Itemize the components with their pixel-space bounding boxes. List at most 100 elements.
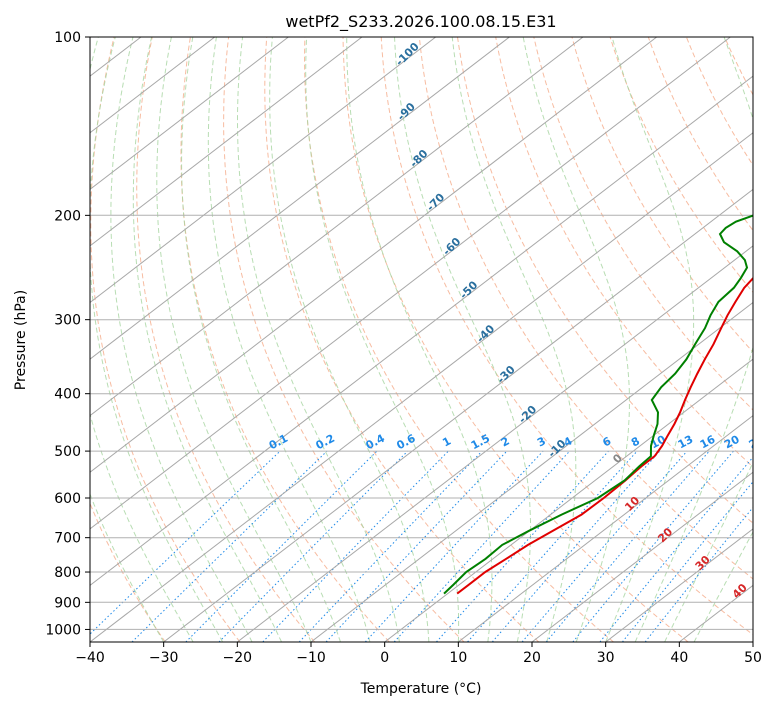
moist-adiabat-line — [156, 37, 312, 642]
isotherm-line — [90, 37, 584, 417]
moist-adiabat-line — [664, 461, 753, 642]
mixing-ratio-line — [521, 450, 688, 642]
adiabat-label: 30 — [693, 553, 713, 573]
x-tick-label: −40 — [75, 650, 105, 666]
mixing-ratio-line — [298, 450, 483, 642]
isotherm-line — [384, 358, 753, 642]
mixing-ratio-line — [185, 450, 378, 642]
moist-adiabat-line — [451, 37, 577, 642]
adiabat-label: 20 — [655, 525, 675, 545]
isotherm-line — [90, 37, 437, 304]
isotherm-line — [90, 37, 510, 360]
isotherm-line — [163, 188, 753, 642]
y-tick-label: 600 — [54, 491, 81, 507]
dry-adiabat-line — [303, 37, 614, 642]
adiabat-label: -80 — [407, 147, 430, 170]
isotherm-line — [90, 132, 753, 642]
isotherm-line — [90, 75, 753, 587]
dry-adiabat-line — [609, 37, 753, 294]
dry-adiabat-line — [763, 37, 775, 642]
isotherm-line — [531, 471, 753, 642]
isotherm-line — [457, 415, 753, 642]
x-axis: −40 −30 −20 −10 0 10 20 30 40 50 — [75, 642, 762, 666]
mixing-ratio-label: 13 — [676, 433, 696, 452]
x-axis-label: Temperature (°C) — [360, 681, 482, 697]
moist-adiabat-line — [207, 37, 371, 642]
dry-adiabat-line — [342, 37, 689, 642]
moist-adiabat-line — [90, 37, 224, 642]
mixing-ratio-line — [572, 450, 734, 642]
plot-frame — [89, 36, 754, 643]
moist-adiabat-line — [181, 37, 341, 642]
x-tick-label: 20 — [523, 650, 541, 666]
moist-adiabat-line — [346, 37, 493, 642]
y-tick-label: 100 — [54, 30, 81, 46]
mixing-ratio-line — [644, 506, 753, 642]
x-tick-label: 30 — [597, 650, 615, 666]
dry-adiabats — [90, 37, 775, 642]
isotherms — [0, 37, 753, 642]
y-tick-label: 300 — [54, 313, 81, 329]
isobars — [90, 37, 753, 630]
adiabat-label: 10 — [622, 494, 642, 514]
isotherm-line — [752, 641, 753, 642]
mixing-ratio-line — [622, 481, 753, 642]
profile-series — [443, 214, 753, 595]
moist-adiabat-line — [693, 530, 753, 642]
y-tick-label: 800 — [54, 565, 81, 581]
moist-adiabat-line — [90, 492, 165, 642]
moist-adiabat-line — [634, 37, 753, 642]
mixing-ratio-line — [262, 450, 449, 642]
isotherm-line — [236, 245, 753, 642]
x-tick-label: −30 — [149, 650, 179, 666]
mixing-ratio-line — [90, 450, 281, 635]
isotherm-line — [0, 37, 67, 642]
dry-adiabat-line — [495, 37, 753, 468]
isotherm-line — [310, 301, 753, 642]
mixing-ratio-label: 30 — [767, 433, 775, 452]
y-tick-label: 200 — [54, 208, 81, 224]
isotherm-line — [90, 37, 658, 473]
moist-adiabats — [90, 37, 753, 642]
mixing-ratio-line — [436, 450, 609, 642]
mixing-ratio-label: 16 — [698, 433, 718, 452]
dry-adiabat-line — [533, 37, 753, 411]
dewpoint-line — [443, 214, 753, 595]
mixing-ratio-line — [393, 450, 571, 642]
plot-area: 0.10.20.40.611.52346810131620253036-100-… — [0, 37, 775, 642]
y-tick-label: 700 — [54, 531, 81, 547]
moist-adiabat-line — [269, 37, 430, 642]
mixing-ratio-line — [545, 450, 710, 642]
y-tick-label: 400 — [54, 387, 81, 403]
mixing-ratio-lines — [90, 450, 753, 642]
isotherm-line — [90, 37, 731, 530]
adiabat-label: -50 — [457, 278, 480, 301]
dry-adiabat-line — [180, 37, 390, 642]
moist-adiabat-line — [305, 37, 460, 642]
chart-title: wetPf2_S233.2026.100.08.15.E31 — [285, 12, 556, 32]
adiabat-label: -90 — [395, 100, 418, 123]
isotherm-line — [605, 528, 753, 642]
x-tick-label: 10 — [449, 650, 467, 666]
dry-adiabat-line — [136, 37, 316, 642]
mixing-ratio-label: 25 — [747, 433, 767, 452]
x-tick-label: 0 — [380, 650, 389, 666]
moist-adiabat-line — [237, 37, 400, 642]
adiabat-label: -100 — [393, 40, 422, 69]
dry-adiabat-line — [457, 37, 753, 524]
mixing-ratio-line — [364, 450, 544, 642]
mixing-ratio-label: 8 — [629, 434, 642, 449]
y-tick-label: 1000 — [45, 622, 81, 638]
mixing-ratio-line — [218, 450, 409, 642]
y-tick-label: 900 — [54, 595, 81, 611]
moist-adiabat-line — [394, 37, 532, 642]
x-tick-label: −20 — [223, 650, 253, 666]
dry-adiabat-line — [685, 37, 753, 167]
mixing-ratio-line — [325, 450, 508, 642]
guide-labels: 0.10.20.40.611.52346810131620253036-100-… — [267, 40, 775, 601]
dry-adiabat-line — [223, 37, 465, 642]
mixing-ratio-label: 2 — [499, 434, 512, 449]
isotherm-line — [90, 37, 363, 247]
x-tick-label: −10 — [296, 650, 326, 666]
